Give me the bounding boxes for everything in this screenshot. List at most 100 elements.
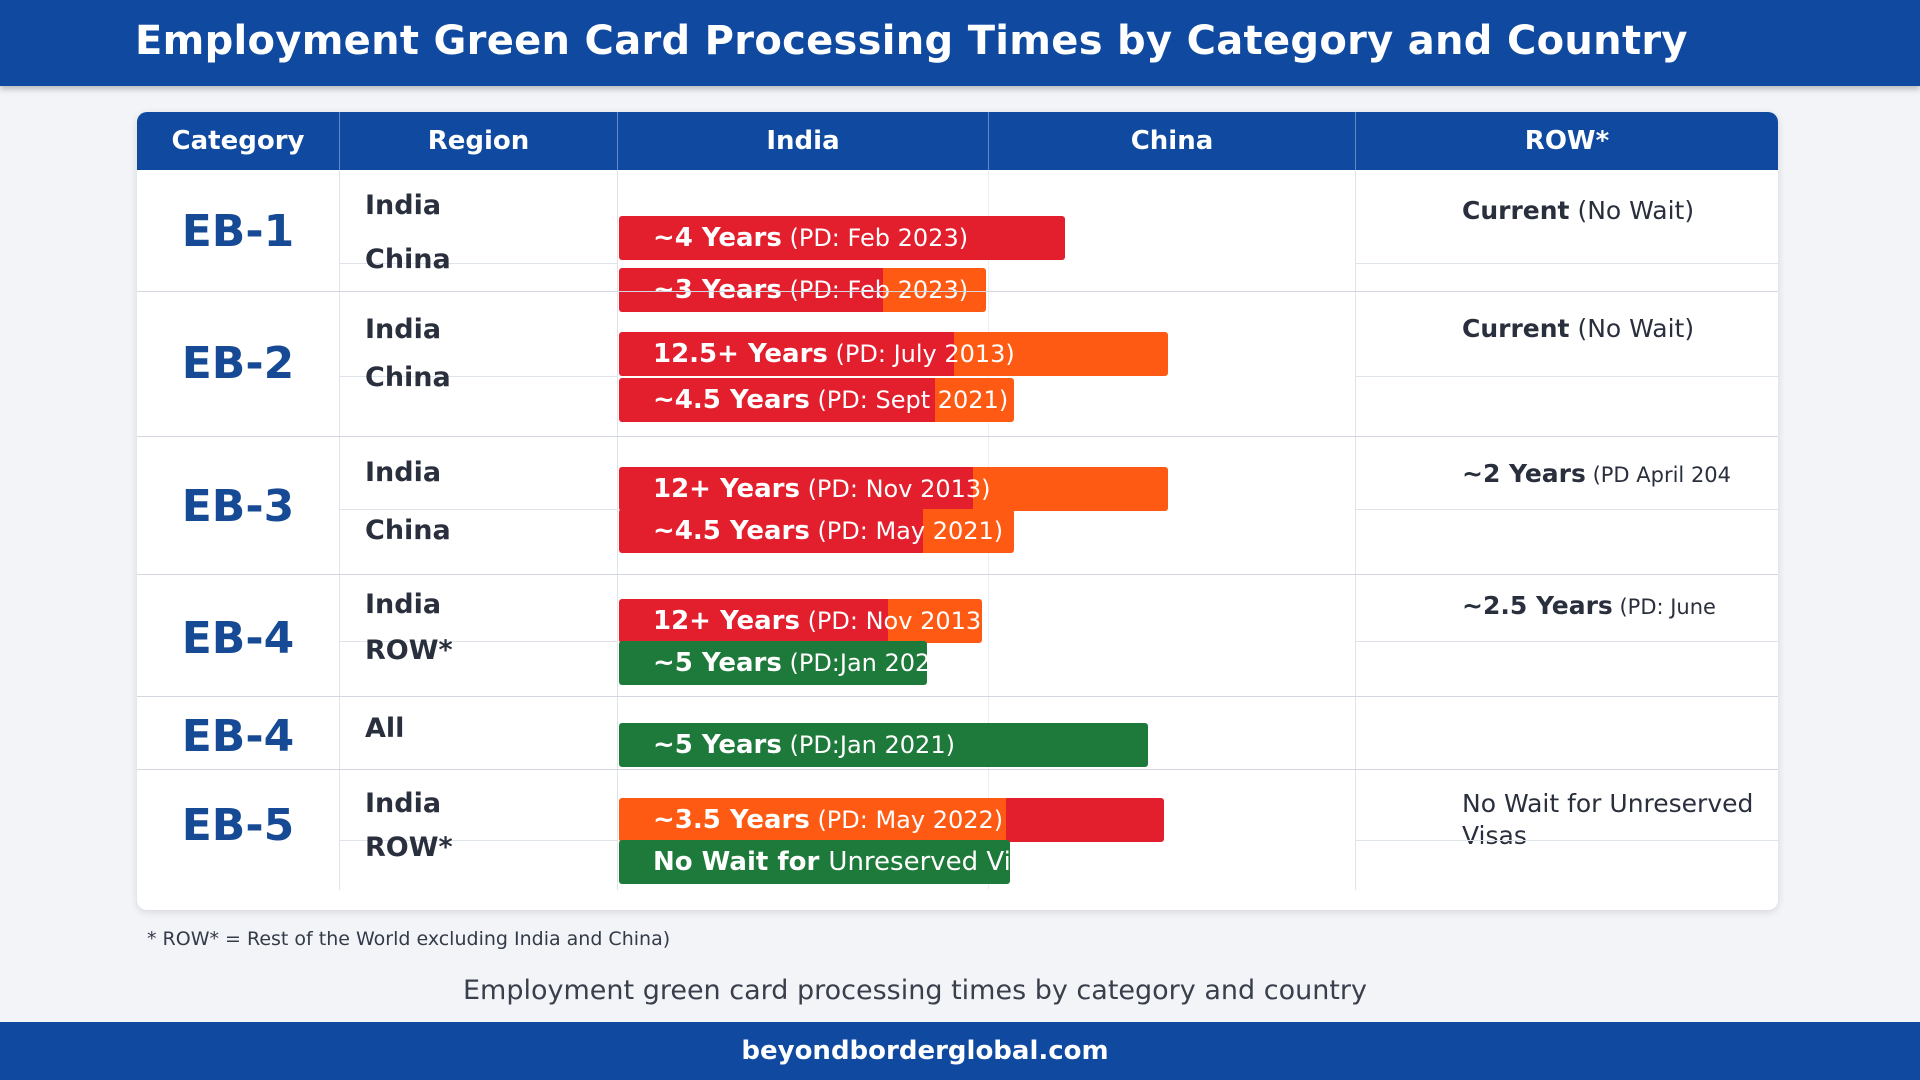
bar-label-priority-date: (PD:Jan 2021) [781, 731, 955, 759]
group-divider [137, 574, 1778, 575]
bar-segment-red [619, 216, 1065, 260]
header-divider [339, 112, 340, 170]
bar-label-duration: ~4.5 Years [653, 385, 810, 415]
bar-segment-red [619, 332, 954, 376]
row-divider [340, 840, 617, 841]
bar-label-priority-date: (PD: Feb 2023) [781, 276, 969, 304]
bar-label-duration: ~3 Years [653, 275, 782, 305]
row-column-value: No Wait for Unreserved Visas [1462, 788, 1762, 852]
bar-label: ~5 Years (PD:Jan 2021) [653, 641, 927, 685]
bar: ~4 Years (PD: Feb 2023) [619, 216, 1065, 260]
column-header-china: China [1130, 126, 1214, 156]
bar-label-priority-date: (PD: Sept 2021) [809, 386, 1009, 414]
row-value-detail: (PD: June [1612, 595, 1716, 619]
bar-label: No Wait for Unreserved Visas [653, 840, 1010, 884]
bar-segment-orange [883, 268, 986, 312]
footer-url: beyondborderglobal.com [741, 1036, 1109, 1066]
bar-segment-orange [953, 332, 1168, 376]
bar-segment-red [619, 509, 924, 553]
column-header-india: India [766, 126, 840, 156]
region-label: India [365, 314, 442, 345]
row-divider [1356, 376, 1778, 377]
bar: ~3 Years (PD: Feb 2023) [619, 268, 986, 312]
region-label: All [365, 713, 405, 744]
chart-table: Category Region India China ROW* EB-1 Cur… [137, 112, 1778, 910]
row-value-bold: ~2 Years [1462, 459, 1586, 488]
bar-label: ~3 Years (PD: Feb 2023) [653, 268, 968, 312]
row-column-value: ~2.5 Years (PD: June [1462, 591, 1716, 620]
bar: ~4.5 Years (PD: May 2021) [619, 509, 1014, 553]
row-value-bold: Current [1462, 196, 1570, 225]
bar-label-duration: ~5 Years [653, 730, 782, 760]
row-value-bold: ~2.5 Years [1462, 591, 1613, 620]
bar-label: ~4.5 Years (PD: May 2021) [653, 509, 1003, 553]
bar-segment-orange [887, 599, 982, 643]
row-value-detail: (No Wait) [1569, 196, 1695, 225]
row-value-bold: Current [1462, 314, 1570, 343]
region-label: India [365, 589, 442, 620]
bar: ~3.5 Years (PD: May 2022) [619, 798, 1164, 842]
bar: 12+ Years (PD: Nov 2013) [619, 599, 982, 643]
row-divider [1356, 840, 1778, 841]
region-label: China [365, 515, 451, 546]
bar-segment-orange [973, 467, 1168, 511]
footnote: * ROW* = Rest of the World excluding Ind… [147, 928, 671, 950]
header-divider [1355, 112, 1356, 170]
group-divider [137, 769, 1778, 770]
region-label: China [365, 244, 451, 275]
bar-segment-red [619, 599, 888, 643]
column-divider [339, 170, 340, 890]
bar-label: ~5 Years (PD:Jan 2021) [653, 723, 955, 767]
bar-label-priority-date: Unreserved Visas [828, 847, 1010, 877]
column-header-row: ROW* [1524, 126, 1610, 156]
footer-banner: beyondborderglobal.com [0, 1022, 1920, 1080]
column-header-category: Category [171, 126, 305, 156]
row-divider [340, 509, 617, 510]
row-divider [1356, 641, 1778, 642]
bar-label-duration: 12+ Years [653, 606, 800, 636]
region-label: India [365, 788, 442, 819]
row-value-detail: (No Wait) [1569, 314, 1695, 343]
bar-label: 12+ Years (PD: Nov 2013) [653, 599, 982, 643]
bar: ~5 Years (PD:Jan 2021) [619, 723, 1148, 767]
bar-label-duration: 12.5+ Years [653, 339, 828, 369]
row-divider [340, 263, 617, 264]
header-divider [988, 112, 989, 170]
bar-segment-red [619, 378, 935, 422]
bar-label-duration: ~4 Years [653, 223, 782, 253]
column-divider [1355, 170, 1356, 890]
page-title: Employment Green Card Processing Times b… [135, 18, 1688, 64]
row-column-value: Current (No Wait) [1462, 196, 1694, 225]
category-label: EB-3 [181, 481, 295, 532]
bar-label: ~4 Years (PD: Feb 2023) [653, 216, 968, 260]
bar-segment-red [619, 467, 974, 511]
bar-label-priority-date: (PD: July 2013) [827, 340, 1015, 368]
category-label: EB-2 [181, 338, 295, 389]
row-divider [1356, 263, 1778, 264]
bar-label-priority-date: (PD: May 2022) [809, 806, 1004, 834]
bar-label: 12+ Years (PD: Nov 2013) [653, 467, 991, 511]
category-label: EB-5 [181, 800, 295, 851]
bar-segment-green [619, 723, 1148, 767]
row-divider [340, 376, 617, 377]
bar-segment-green [619, 840, 1010, 884]
region-label: China [365, 362, 451, 393]
bar: 12+ Years (PD: Nov 2013) [619, 467, 1168, 511]
title-banner: Employment Green Card Processing Times b… [0, 0, 1920, 86]
header-divider [617, 112, 618, 170]
region-label: India [365, 457, 442, 488]
category-label: EB-4 [181, 613, 295, 664]
row-divider [1356, 509, 1778, 510]
category-label: EB-1 [181, 206, 295, 257]
bar-label-duration: ~3.5 Years [653, 805, 810, 835]
region-label: India [365, 190, 442, 221]
bar-segment-orange [935, 378, 1014, 422]
group-divider [137, 696, 1778, 697]
bar-label-priority-date: (PD:Jan 2021) [789, 649, 927, 677]
bar: ~4.5 Years (PD: Sept 2021) [619, 378, 1014, 422]
group-divider [137, 436, 1778, 437]
bar-label-duration: ~4.5 Years [653, 516, 810, 546]
bar: ~5 Years (PD:Jan 2021) [619, 641, 927, 685]
row-value-detail: No Wait for Unreserved Visas [1462, 789, 1754, 850]
bar-label: ~4.5 Years (PD: Sept 2021) [653, 378, 1008, 422]
